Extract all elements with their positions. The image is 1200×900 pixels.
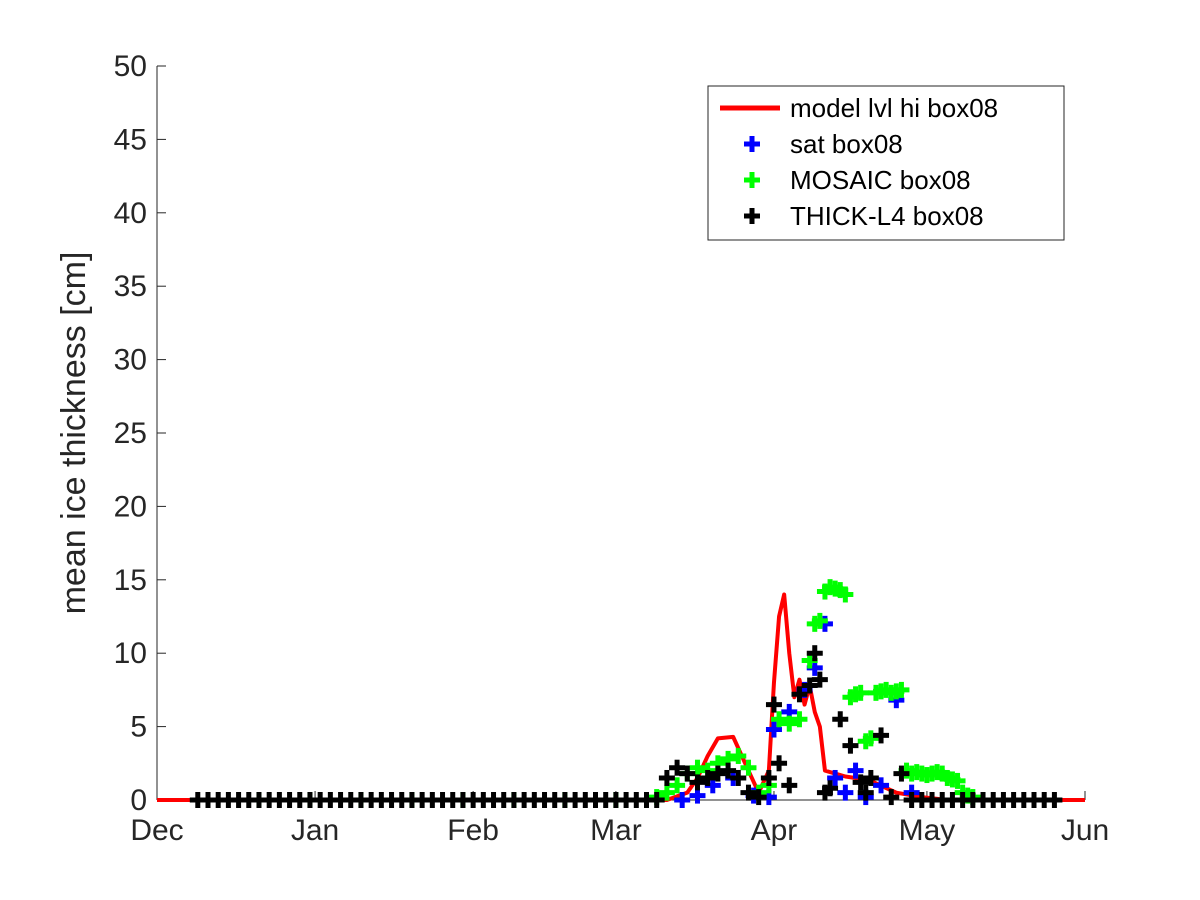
legend-label-thick-l4-box08: THICK-L4 box08	[790, 201, 984, 231]
mosaic-box08-point	[781, 715, 798, 732]
thick-l4-box08-point	[883, 789, 900, 806]
y-tick-label: 30	[114, 344, 147, 377]
mosaic-box08-point	[791, 711, 808, 728]
mosaic-box08-series	[199, 579, 981, 808]
thick-l4-box08-point	[801, 677, 818, 694]
legend: model lvl hi box08 sat box08 MOSAIC box08 T…	[707, 85, 1065, 241]
y-tick-label: 25	[114, 417, 147, 450]
y-tick-label: 40	[114, 197, 147, 230]
mosaic-box08-point	[862, 730, 879, 747]
thick-l4-box08-point	[857, 784, 874, 801]
x-tick-label: Jun	[1061, 814, 1109, 847]
mosaic-box08-point	[658, 784, 675, 801]
thick-l4-box08-point	[750, 789, 767, 806]
thick-l4-box08-point	[699, 769, 716, 786]
x-tick-label: May	[899, 814, 956, 847]
sat-box08-point	[837, 784, 854, 801]
mosaic-box08-point	[893, 681, 910, 698]
sat-box08-point	[847, 762, 864, 779]
thick-l4-box08-point	[679, 765, 696, 782]
thick-l4-box08-point	[720, 762, 737, 779]
sat-box08-point	[674, 792, 691, 808]
legend-swatch-thick-l4-box08	[744, 208, 760, 224]
thick-l4-box08-series	[189, 645, 1063, 808]
y-tick-label: 5	[130, 711, 147, 744]
thick-l4-box08-point	[893, 765, 910, 782]
thick-l4-box08-point	[781, 777, 798, 794]
legend-swatch-mosaic-box08	[744, 172, 760, 188]
legend-swatch-sat-box08	[744, 136, 760, 152]
sat-box08-point	[765, 721, 782, 738]
thick-l4-box08-point	[873, 727, 890, 744]
y-tick-label: 0	[130, 784, 147, 817]
y-axis-title: mean ice thickness [cm]	[55, 252, 93, 615]
legend-label-mosaic-box08: MOSAIC box08	[790, 165, 971, 195]
thick-l4-box08-point	[771, 755, 788, 772]
x-tick-label: Jan	[291, 814, 339, 847]
y-tick-label: 45	[114, 123, 147, 156]
mosaic-box08-point	[852, 684, 869, 701]
thick-l4-box08-point	[822, 780, 839, 797]
thick-l4-box08-point	[740, 784, 757, 801]
thick-l4-box08-point	[689, 774, 706, 791]
x-tick-label: Feb	[447, 814, 499, 847]
thick-l4-box08-point	[862, 769, 879, 786]
thick-l4-box08-point	[806, 645, 823, 662]
x-tick-label: Dec	[130, 814, 183, 847]
thick-l4-box08-point	[791, 686, 808, 703]
thick-l4-box08-point	[669, 759, 686, 776]
thick-l4-box08-point	[1046, 792, 1063, 808]
mosaic-box08-point	[740, 759, 757, 776]
thick-l4-box08-point	[765, 696, 782, 713]
y-tick-label: 15	[114, 564, 147, 597]
thick-l4-box08-point	[730, 769, 747, 786]
thick-l4-box08-point	[842, 737, 859, 754]
legend-label-sat-box08: sat box08	[790, 129, 903, 159]
legend-label-model-lvl-hi-box08: model lvl hi box08	[790, 93, 998, 123]
thick-l4-box08-point	[811, 671, 828, 688]
mosaic-box08-point	[811, 612, 828, 629]
thick-l4-box08-point	[648, 792, 665, 808]
sat-box08-point	[873, 777, 890, 794]
y-tick-label: 50	[114, 50, 147, 83]
legend-box	[707, 85, 1065, 241]
y-tick-label: 10	[114, 637, 147, 670]
thick-l4-box08-point	[709, 765, 726, 782]
y-tick-label: 20	[114, 490, 147, 523]
sat-box08-point	[827, 769, 844, 786]
thick-l4-box08-point	[760, 769, 777, 786]
mosaic-box08-point	[730, 747, 747, 764]
x-tick-label: Apr	[751, 814, 798, 847]
thick-l4-box08-point	[832, 711, 849, 728]
mosaic-box08-point	[837, 586, 854, 603]
mosaic-box08-point	[771, 711, 788, 728]
x-tick-label: Mar	[590, 814, 642, 847]
y-tick-label: 35	[114, 270, 147, 303]
mosaic-box08-point	[689, 759, 706, 776]
axes: 0 5 10 15 20 25 30 35 40 45 50 Dec Jan Feb Mar Apr May Ju…	[114, 50, 1110, 847]
mosaic-box08-point	[949, 772, 966, 789]
thick-l4-box08-point	[658, 769, 675, 786]
mosaic-box08-point	[669, 777, 686, 794]
model-lvl-hi-box08-line	[157, 592, 1085, 802]
plot-area	[157, 579, 1085, 808]
thick-l4-box08-point	[852, 774, 869, 791]
